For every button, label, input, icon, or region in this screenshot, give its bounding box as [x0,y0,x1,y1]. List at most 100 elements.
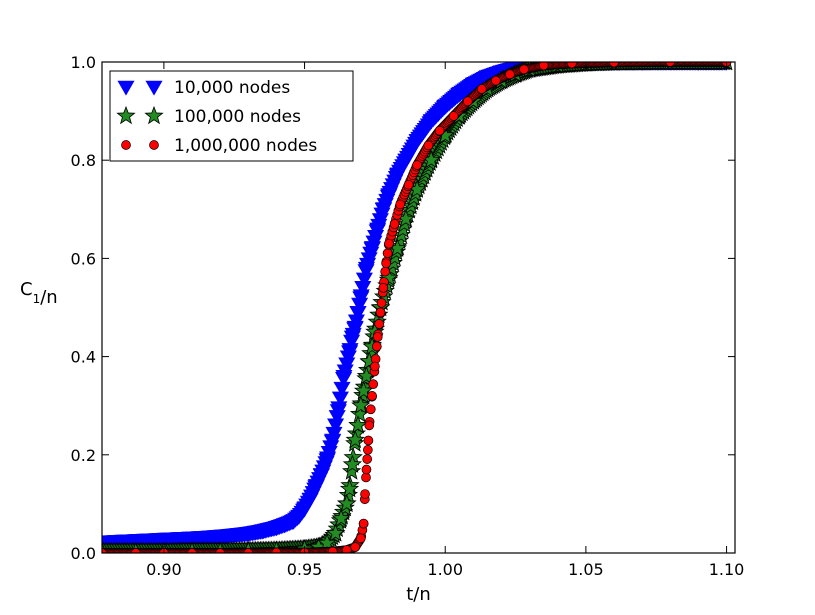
data-point-100-000-nodes [348,415,368,434]
data-point-10-000-nodes [374,203,392,218]
data-point-1-000-000-nodes [364,420,375,431]
series-10-000-nodes [102,62,732,551]
data-point-1-000-000-nodes [395,199,406,210]
data-point-1-000-000-nodes [370,361,380,372]
data-point-100-000-nodes [325,523,346,542]
data-point-10-000-nodes [318,453,336,469]
marker-1-000-000-nodes [374,319,385,329]
legend-label-100-000-nodes: 100,000 nodes [174,107,301,127]
x-tick-label: 1.00 [427,560,463,579]
y-axis-label: C1/n [20,279,58,308]
y-tick-label: 0.0 [71,544,96,563]
marker-1-000-000-nodes [380,266,391,277]
data-point-10-000-nodes [197,530,215,546]
data-point-1-000-000-nodes [448,111,459,121]
y-tick-label: 0.2 [71,446,96,465]
y-tick-label: 0.8 [71,151,96,170]
data-point-10-000-nodes [324,433,342,449]
data-point-1-000-000-nodes [243,548,254,553]
data-point-10-000-nodes [113,534,131,550]
data-point-10-000-nodes [301,492,319,508]
data-point-1-000-000-nodes [505,69,515,80]
data-point-100-000-nodes [331,508,351,527]
data-point-10-000-nodes [408,134,426,150]
data-point-10-000-nodes [296,502,314,518]
data-point-1-000-000-nodes [361,464,372,475]
data-point-100-000-nodes [337,493,357,513]
marker-1-000-000-nodes [363,435,374,446]
marker-1-000-000-nodes [365,404,376,415]
data-point-1-000-000-nodes [462,96,473,107]
marker-1-000-000-nodes [368,379,379,390]
data-point-1-000-000-nodes [403,179,414,190]
data-point-10-000-nodes [307,480,325,496]
data-point-1-000-000-nodes [360,489,370,499]
data-point-1-000-000-nodes [476,84,487,94]
legend-label-10-000-nodes: 10,000 nodes [174,78,290,98]
legend: 10,000 nodes 100,000 nodes 1,000,000 nodes [109,70,354,162]
data-point-1-000-000-nodes [566,62,577,69]
data-point-10-000-nodes [349,306,367,322]
marker-1-000-000-nodes [362,454,373,464]
marker-1-000-000-nodes [376,298,387,308]
data-point-1-000-000-nodes [375,307,386,318]
data-point-1-000-000-nodes [378,283,389,293]
legend-marker-100-000-nodes [144,105,164,125]
data-point-1-000-000-nodes [355,533,366,544]
data-point-10-000-nodes [312,468,330,484]
data-point-10-000-nodes [335,369,353,385]
marker-100-000-nodes [341,461,362,480]
data-point-10-000-nodes [253,524,271,540]
data-point-1-000-000-nodes [519,64,529,75]
data-point-1-000-000-nodes [358,518,369,529]
y-tick-label: 0.6 [71,249,96,268]
data-point-1-000-000-nodes [434,125,445,136]
legend-marker-10-000-nodes [145,80,163,96]
data-point-100-000-nodes [351,395,371,414]
data-point-1-000-000-nodes [363,445,373,455]
x-tick-label: 1.05 [568,560,604,579]
data-point-10-000-nodes [422,114,440,130]
data-point-1-000-000-nodes [412,160,422,170]
legend-label-1-000-000-nodes: 1,000,000 nodes [174,136,317,156]
axes: 0.90 0.95 1.00 1.05 1.10 0.0 0.2 0.4 0.6 0.8 1.0 t/… [20,53,744,605]
data-point-10-000-nodes [380,188,398,204]
data-point-1-000-000-nodes [389,219,400,229]
legend-marker-1-000-000-nodes [121,140,131,150]
data-point-1-000-000-nodes [187,548,197,553]
data-point-10-000-nodes [450,87,468,103]
data-point-1-000-000-nodes [215,548,226,553]
legend-marker-1-000-000-nodes [149,140,159,150]
data-point-10-000-nodes [363,242,381,258]
marker-1-000-000-nodes [382,248,393,259]
data-point-1-000-000-nodes [350,542,361,552]
data-point-1-000-000-nodes [341,545,352,553]
data-point-100-000-nodes [342,454,363,473]
data-point-10-000-nodes [135,533,153,549]
data-marks [102,62,733,553]
data-point-1-000-000-nodes [491,75,501,86]
data-point-10-000-nodes [343,330,361,346]
x-tick-label: 1.10 [709,560,745,579]
data-point-10-000-nodes [341,345,359,361]
data-point-10-000-nodes [352,291,370,307]
data-point-10-000-nodes [155,532,173,548]
data-point-10-000-nodes [239,527,257,542]
x-axis-label: t/n [406,584,431,605]
legend-marker-100-000-nodes [116,105,136,125]
x-tick-label: 0.90 [146,560,182,579]
data-point-1-000-000-nodes [102,548,107,553]
y-tick-label: 0.4 [71,348,96,367]
data-point-10-000-nodes [329,404,347,420]
data-point-1-000-000-nodes [367,391,377,401]
data-point-10-000-nodes [177,531,195,547]
data-point-10-000-nodes [217,529,235,545]
data-point-1-000-000-nodes [372,332,383,342]
data-point-100-000-nodes [353,380,374,400]
series-1-000-000-nodes [102,62,732,553]
data-point-10-000-nodes [357,261,375,277]
data-point-1-000-000-nodes [327,546,338,553]
data-point-100-000-nodes [339,479,360,498]
data-point-1-000-000-nodes [538,62,549,71]
